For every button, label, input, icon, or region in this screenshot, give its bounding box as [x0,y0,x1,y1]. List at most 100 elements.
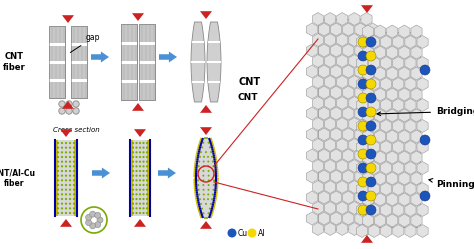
Polygon shape [349,97,360,110]
Bar [139,24,141,100]
Polygon shape [417,162,428,175]
Circle shape [66,101,72,107]
Polygon shape [393,36,404,49]
Text: Cross section: Cross section [53,127,100,133]
Polygon shape [411,67,422,80]
Polygon shape [363,193,374,206]
Bar [147,24,149,100]
Bar [74,140,77,216]
Circle shape [146,188,148,191]
Circle shape [142,142,145,144]
Circle shape [65,193,67,195]
Circle shape [69,175,71,177]
Bar [130,140,150,216]
Bar [130,140,133,216]
Polygon shape [387,25,398,38]
Polygon shape [312,160,324,173]
Circle shape [61,203,63,205]
Polygon shape [399,172,410,185]
Circle shape [69,156,71,158]
Circle shape [142,165,145,167]
Circle shape [65,203,67,205]
Polygon shape [337,223,348,236]
Circle shape [139,161,141,163]
Bar [49,43,65,46]
Circle shape [420,65,430,75]
Circle shape [358,163,368,173]
Polygon shape [132,13,144,21]
Circle shape [207,198,209,200]
Polygon shape [399,109,410,122]
Circle shape [203,161,205,163]
Circle shape [95,212,101,218]
Polygon shape [134,219,146,227]
Circle shape [146,151,148,153]
Polygon shape [374,130,386,143]
Polygon shape [381,120,392,132]
Circle shape [358,79,368,89]
Bar [121,61,137,63]
Bar [149,24,151,100]
Polygon shape [343,86,354,99]
Circle shape [136,142,137,144]
Polygon shape [417,183,428,195]
Polygon shape [355,212,366,225]
Polygon shape [363,151,374,164]
Circle shape [139,212,141,214]
Circle shape [203,193,205,195]
Bar [139,61,155,63]
Bar [151,24,153,100]
Circle shape [61,212,63,214]
Circle shape [57,203,59,205]
Circle shape [132,207,134,209]
Polygon shape [361,181,372,193]
Circle shape [73,151,75,153]
Circle shape [146,184,148,186]
Polygon shape [356,162,367,175]
Polygon shape [349,160,360,173]
Polygon shape [367,107,378,120]
Circle shape [95,222,101,228]
Polygon shape [381,204,392,216]
Circle shape [146,175,148,177]
Circle shape [247,229,256,238]
Circle shape [57,161,59,163]
Polygon shape [368,162,380,175]
Circle shape [197,184,199,186]
Circle shape [73,147,75,149]
Circle shape [212,165,214,167]
Circle shape [202,165,205,167]
Circle shape [57,142,59,144]
Circle shape [146,147,148,149]
Polygon shape [200,11,212,19]
Polygon shape [417,140,428,153]
Bar [139,79,155,82]
Circle shape [208,142,210,144]
Polygon shape [356,183,367,195]
Circle shape [205,203,207,205]
Polygon shape [349,12,360,25]
Polygon shape [349,55,360,67]
Polygon shape [363,109,374,122]
Circle shape [69,142,71,144]
Circle shape [212,189,214,191]
Polygon shape [349,75,360,88]
Circle shape [139,151,141,153]
Polygon shape [374,214,386,227]
Bar [192,41,204,43]
Circle shape [142,175,145,177]
Circle shape [358,191,368,201]
Circle shape [142,193,145,195]
Polygon shape [367,128,378,141]
Bar [71,43,87,46]
Bar [129,24,131,100]
Polygon shape [337,138,348,151]
Polygon shape [393,77,404,90]
Text: CNT: CNT [239,77,261,87]
Circle shape [208,189,210,191]
Polygon shape [306,65,318,78]
Circle shape [202,212,204,214]
Circle shape [132,142,134,144]
Circle shape [358,135,368,145]
Polygon shape [349,34,360,47]
